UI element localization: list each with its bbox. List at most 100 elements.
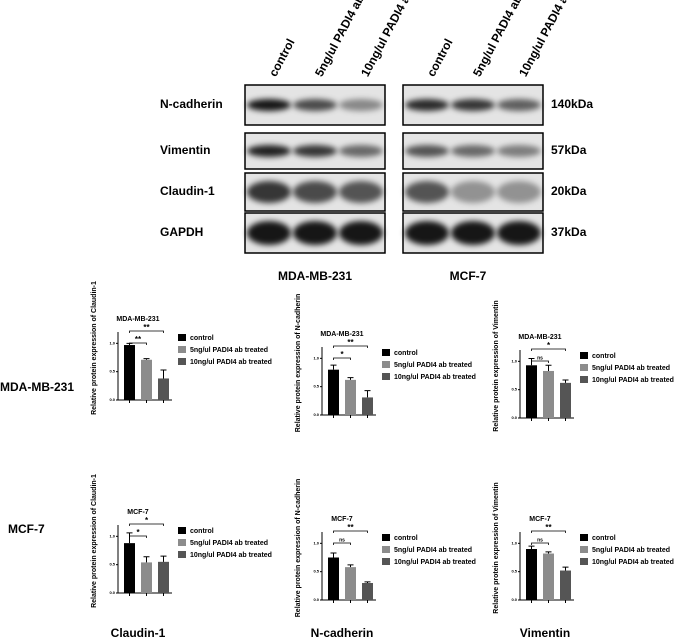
error-bar	[143, 556, 150, 563]
bar	[328, 557, 339, 600]
chart-title: MCF-7	[529, 516, 550, 523]
column-label: N-cadherin	[311, 626, 374, 640]
significance-bracket	[531, 542, 549, 545]
bar	[124, 543, 135, 593]
y-axis-label: Relative protein expression of N-cadheri…	[295, 294, 302, 432]
legend-swatch	[178, 346, 186, 353]
blot-band	[405, 221, 449, 245]
blot-column-label: 10ng/ul PADI4 ab treated	[516, 0, 594, 79]
error-bar	[126, 532, 133, 544]
y-axis-label: Relative protein expression of Vimentin	[493, 300, 500, 431]
bar	[158, 561, 169, 593]
blot-band	[497, 181, 541, 203]
legend-swatch	[382, 361, 390, 368]
chart-title: MDA-MB-231	[518, 334, 561, 341]
column-label: Vimentin	[520, 626, 570, 640]
blot-band	[293, 145, 337, 157]
legend-label: 5ng/ul PADI4 ab treated	[592, 547, 670, 554]
legend-label: 10ng/ul PADI4 ab treated	[592, 559, 674, 566]
legend-swatch	[580, 546, 588, 553]
blot-band	[293, 221, 337, 245]
column-label: Claudin-1	[111, 626, 166, 640]
blot-column-label: control	[266, 36, 297, 78]
error-bar	[545, 551, 552, 554]
significance-bracket	[129, 342, 147, 345]
legend-swatch	[382, 373, 390, 380]
significance-bracket	[531, 348, 566, 351]
blot-band	[497, 221, 541, 245]
legend-label: control	[592, 535, 616, 542]
blot-band	[451, 181, 495, 203]
error-bar	[330, 364, 337, 370]
y-tick-label: 0.5	[109, 562, 115, 567]
blot-band	[451, 145, 495, 157]
blot-band	[405, 99, 449, 111]
y-axis-label: Relative protein expression of N-cadheri…	[295, 479, 302, 617]
blot-size-label: 20kDa	[551, 184, 587, 198]
error-bar	[160, 555, 167, 562]
legend-swatch	[382, 546, 390, 553]
blot-band	[497, 99, 541, 111]
significance-bracket	[333, 542, 351, 545]
bar	[526, 549, 537, 600]
y-tick-label: 0.0	[109, 590, 115, 595]
bar	[345, 379, 356, 415]
error-bar	[347, 564, 354, 568]
bar	[362, 583, 373, 600]
significance-label: **	[135, 335, 142, 344]
legend-label: 5ng/ul PADI4 ab treated	[190, 347, 268, 354]
error-bar	[347, 377, 354, 380]
blot-band	[451, 99, 495, 111]
bar	[328, 369, 339, 415]
significance-label: ns	[339, 537, 345, 543]
blot-band	[293, 181, 337, 203]
y-tick-label: 0.5	[313, 384, 319, 389]
legend-swatch	[178, 358, 186, 365]
significance-label: *	[145, 516, 149, 525]
legend-label: control	[190, 528, 214, 535]
error-bar	[562, 379, 569, 383]
error-bar	[528, 545, 535, 549]
legend-swatch	[580, 352, 588, 359]
legend-swatch	[382, 349, 390, 356]
significance-label: **	[545, 523, 552, 532]
y-tick-label: 0.0	[313, 412, 319, 417]
blot-row-label: N-cadherin	[160, 97, 223, 111]
blot-band	[339, 99, 383, 111]
bar	[526, 365, 537, 418]
blot-band	[339, 221, 383, 245]
significance-bracket	[333, 345, 368, 348]
significance-bracket	[531, 360, 549, 363]
legend-label: 10ng/ul PADI4 ab treated	[394, 559, 476, 566]
blot-band	[293, 99, 337, 111]
bar	[158, 378, 169, 400]
chart-title: MDA-MB-231	[116, 316, 159, 323]
y-axis-label: Relative protein expression of Claudin-1	[91, 281, 98, 415]
y-axis-label: Relative protein expression of Claudin-1	[91, 474, 98, 608]
significance-label: **	[347, 523, 354, 532]
blot-band	[405, 145, 449, 157]
row-label: MCF-7	[8, 522, 45, 536]
legend-label: control	[190, 335, 214, 342]
legend-label: 10ng/ul PADI4 ab treated	[394, 374, 476, 381]
y-axis-label: Relative protein expression of Vimentin	[493, 482, 500, 613]
legend-swatch	[178, 551, 186, 558]
significance-bracket	[333, 357, 351, 360]
significance-label: *	[340, 350, 344, 359]
legend-label: control	[394, 350, 418, 357]
bar	[560, 382, 571, 418]
significance-bracket	[129, 523, 164, 526]
y-tick-label: 0.0	[511, 597, 517, 602]
bar	[345, 567, 356, 600]
error-bar	[562, 566, 569, 571]
y-tick-label: 0.5	[511, 387, 517, 392]
legend-swatch	[580, 558, 588, 565]
y-tick-label: 0.5	[313, 569, 319, 574]
row-label: MDA-MB-231	[0, 380, 74, 394]
blot-size-label: 57kDa	[551, 143, 587, 157]
bar	[543, 553, 554, 600]
legend-label: control	[592, 353, 616, 360]
chart-title: MCF-7	[331, 516, 352, 523]
legend-swatch	[580, 534, 588, 541]
